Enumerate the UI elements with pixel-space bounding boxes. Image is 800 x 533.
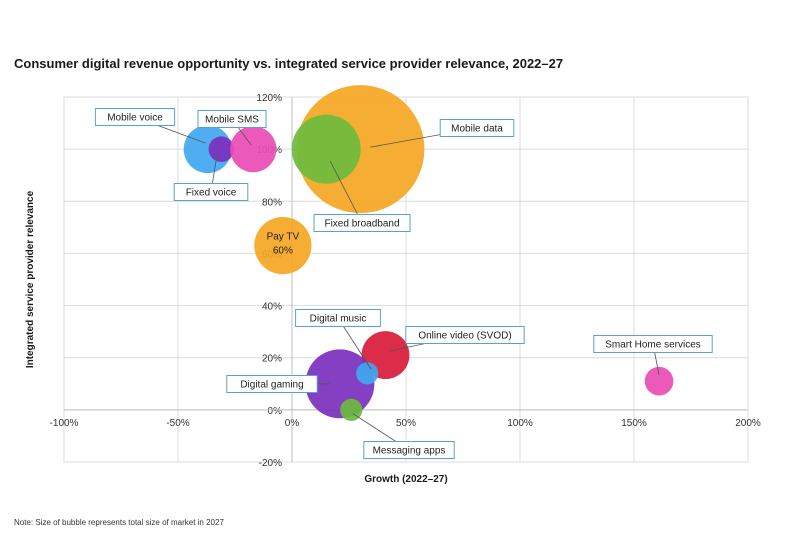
y-tick-label: -20% [259,458,282,469]
x-tick-label: 150% [621,418,647,429]
callout-label: Digital gaming [240,380,303,391]
callout-label: Mobile voice [107,113,163,124]
bubble-fixed-broadband [291,114,361,184]
callout-label: Fixed voice [186,188,237,199]
callout-leader [329,160,363,224]
callout-box [295,309,381,327]
callout-label: Digital music [310,314,367,325]
bubble-inner-label: Pay TV [267,232,300,243]
y-tick-label: 20% [262,354,282,365]
bubble-digital-music [356,362,379,385]
callout-label: Messaging apps [373,446,446,457]
x-tick-label: 50% [396,418,416,429]
callout-label: Mobile data [451,124,503,135]
callout-box [363,441,455,459]
y-tick-label: 0% [268,406,283,417]
bubble-inner-label: 60% [273,246,293,257]
bubble-pay-tv [254,216,312,275]
x-axis-title: Growth (2022–27) [364,474,447,485]
chart-note: Note: Size of bubble represents total si… [14,518,224,527]
chart-title: Consumer digital revenue opportunity vs.… [14,56,564,71]
y-tick-label: 80% [262,197,282,208]
callout-box [226,375,318,393]
callout-box [173,183,249,201]
callout-label: Smart Home services [605,340,701,351]
callout-box [405,326,525,344]
callout-box [439,119,515,137]
callout-label: Fixed broadband [324,219,399,230]
bubble-fixed-voice [208,136,235,162]
x-tick-label: -50% [166,418,189,429]
bubble-smart-home-services [644,366,674,396]
x-tick-label: -100% [50,418,79,429]
callout-box [593,335,713,353]
x-tick-label: 200% [735,418,761,429]
bubble-mobile-sms [230,126,277,173]
bubble-messaging-apps [340,398,363,421]
callout-label: Mobile SMS [205,115,259,126]
callout-box [197,110,267,128]
y-tick-label: 40% [262,302,282,313]
callout-label: Online video (SVOD) [418,331,511,342]
y-axis-title: Integrated service provider relevance [25,190,36,368]
y-tick-label: 120% [256,93,282,104]
callout-box [313,214,411,232]
callout-box [94,108,176,126]
x-tick-label: 100% [507,418,533,429]
